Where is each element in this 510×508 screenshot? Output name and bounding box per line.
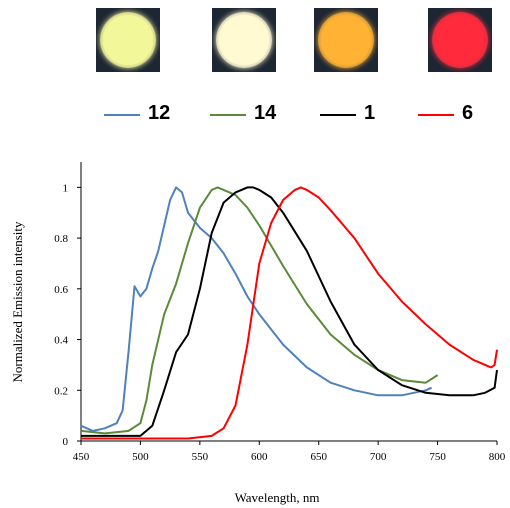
sample-6-emission-spot — [432, 12, 488, 68]
sample-12-emission-spot — [100, 12, 156, 68]
x-tick-label-600: 600 — [251, 451, 268, 463]
tick-labels: 450 500 550 600 650 700 750 800 0 0.2 0.4 0.6 0.8 1 — [54, 182, 506, 463]
legend-label-1: 1 — [364, 102, 376, 124]
y-tick-label-0: 0 — [63, 436, 69, 448]
legend-line-1 — [320, 114, 356, 116]
sample-photo-6 — [428, 8, 492, 72]
sample-14-emission-spot — [216, 12, 272, 68]
x-tick-label-500: 500 — [132, 451, 149, 463]
legend-line-14 — [210, 114, 246, 116]
x-tick-label-700: 700 — [370, 451, 387, 463]
y-tick-label-1: 1 — [63, 182, 69, 194]
series-line-6 — [81, 186, 498, 440]
y-tick-label-0.4: 0.4 — [54, 335, 68, 347]
x-tick-label-750: 750 — [429, 451, 446, 463]
legend-line-12 — [104, 114, 140, 116]
x-tick-label-650: 650 — [310, 451, 327, 463]
y-tick-label-0.6: 0.6 — [54, 284, 68, 296]
tick-marks — [77, 186, 498, 445]
legend-label-12: 12 — [148, 102, 171, 124]
sample-photo-1 — [314, 8, 378, 72]
y-tick-label-0.8: 0.8 — [54, 233, 68, 245]
x-axis-label: Wavelength, nm — [235, 490, 320, 505]
legend-line-6 — [418, 114, 454, 116]
series-line-12 — [80, 186, 433, 432]
series-lines — [80, 186, 498, 440]
legend-label-14: 14 — [254, 102, 277, 124]
x-tick-label-800: 800 — [489, 451, 506, 463]
x-tick-label-450: 450 — [73, 451, 90, 463]
legend-label-6: 6 — [462, 102, 474, 124]
y-axis-label: Normalized Emission intensity — [10, 221, 25, 383]
series-line-14 — [80, 186, 439, 435]
sample-photo-14 — [212, 8, 276, 72]
sample-1-emission-spot — [318, 12, 374, 68]
chart-axes — [80, 162, 497, 442]
y-tick-label-0.2: 0.2 — [54, 385, 68, 397]
x-tick-label-550: 550 — [192, 451, 209, 463]
series-line-1 — [81, 186, 498, 437]
sample-photo-12 — [96, 8, 160, 72]
